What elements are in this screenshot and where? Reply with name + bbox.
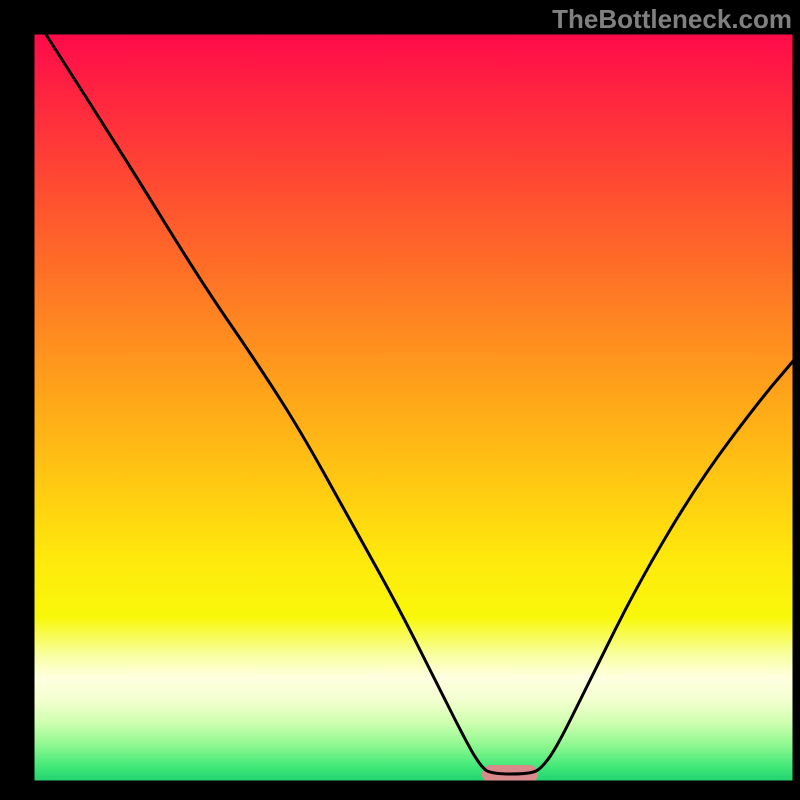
plot-border [33,33,794,782]
chart-svg [0,0,800,800]
bottleneck-curve [45,33,794,774]
watermark-text: TheBottleneck.com [552,4,792,35]
chart-canvas: TheBottleneck.com [0,0,800,800]
